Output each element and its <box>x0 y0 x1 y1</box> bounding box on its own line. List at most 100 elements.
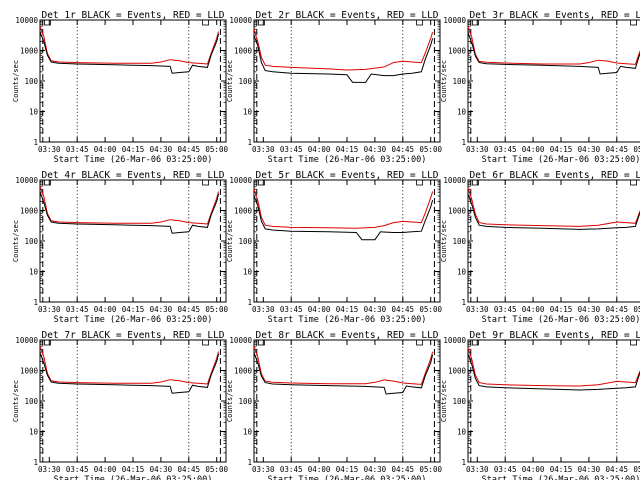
x-tick-label: 04:00 <box>522 145 545 154</box>
lld-line <box>253 189 434 229</box>
panel-title: Det 2r BLACK = Events, RED = LLD <box>255 10 438 21</box>
y-tick-label: 10 <box>29 108 39 117</box>
y-axis-title: Counts/sec <box>440 60 448 102</box>
panel-det-5: Det 5r BLACK = Events, RED = LLD 1 10 100 10… <box>226 170 442 325</box>
x-tick-label: 04:15 <box>550 305 573 314</box>
events-line <box>467 353 640 391</box>
x-tick-label: 04:00 <box>308 465 331 474</box>
lld-line <box>39 26 220 65</box>
x-tick-label: 04:15 <box>122 145 145 154</box>
y-tick-label: 10000 <box>15 16 38 25</box>
attenuator-marker <box>630 179 637 186</box>
y-tick-label: 1 <box>33 458 38 467</box>
y-tick-label: 1000 <box>448 207 467 216</box>
y-tick-label: 10000 <box>443 16 466 25</box>
lld-line <box>253 346 434 385</box>
x-tick-label: 04:15 <box>122 465 145 474</box>
y-tick-label: 1000 <box>448 47 467 56</box>
x-tick-label: 04:30 <box>364 465 387 474</box>
events-line <box>39 31 220 74</box>
attenuator-marker <box>472 179 479 186</box>
x-tick-label: 04:45 <box>392 145 415 154</box>
attenuator-marker <box>202 339 209 346</box>
x-tick-label: 04:00 <box>522 465 545 474</box>
y-tick-label: 1 <box>461 298 466 307</box>
y-tick-label: 10000 <box>15 336 38 345</box>
x-tick-label: 04:45 <box>392 305 415 314</box>
x-tick-label: 04:15 <box>336 305 359 314</box>
y-axis-title: Counts/sec <box>12 60 20 102</box>
y-tick-label: 1 <box>247 138 252 147</box>
x-tick-label: 04:15 <box>336 465 359 474</box>
y-tick-label: 1 <box>247 298 252 307</box>
y-tick-label: 10 <box>243 108 253 117</box>
attenuator-marker <box>416 19 423 26</box>
attenuator-marker <box>258 179 265 186</box>
panel-title: Det 3r BLACK = Events, RED = LLD <box>469 10 640 21</box>
attenuator-marker <box>44 179 51 186</box>
plot-frame <box>39 19 227 143</box>
y-tick-label: 1 <box>33 298 38 307</box>
y-axis-title: Counts/sec <box>12 220 20 262</box>
x-tick-label: 05:00 <box>205 305 228 314</box>
panel-title: Det 5r BLACK = Events, RED = LLD <box>255 170 438 181</box>
attenuator-marker <box>202 19 209 26</box>
y-tick-label: 10 <box>457 108 467 117</box>
panel-det-1: Det 1r BLACK = Events, RED = LLD 1 10 100 10… <box>12 10 228 165</box>
x-axis-title: Start Time (26-Mar-06 03:25:00) <box>482 315 640 325</box>
y-tick-label: 1000 <box>234 47 253 56</box>
x-tick-label: 04:15 <box>550 465 573 474</box>
attenuator-marker <box>44 19 51 26</box>
x-tick-label: 03:30 <box>252 465 275 474</box>
x-axis-title: Start Time (26-Mar-06 03:25:00) <box>54 155 213 165</box>
x-tick-label: 04:30 <box>364 145 387 154</box>
x-tick-label: 03:30 <box>252 145 275 154</box>
x-tick-label: 04:15 <box>336 145 359 154</box>
y-tick-label: 1000 <box>20 207 39 216</box>
y-tick-label: 1 <box>247 458 252 467</box>
y-tick-label: 10000 <box>229 16 252 25</box>
events-line <box>39 191 220 234</box>
y-tick-label: 1000 <box>20 47 39 56</box>
y-tick-label: 10 <box>243 428 253 437</box>
x-tick-label: 04:30 <box>578 145 601 154</box>
panel-det-2: Det 2r BLACK = Events, RED = LLD 1 10 100 10… <box>226 10 442 165</box>
y-tick-label: 1 <box>33 138 38 147</box>
events-line <box>253 352 434 395</box>
attenuator-marker <box>630 19 637 26</box>
y-axis-title: Counts/sec <box>226 60 234 102</box>
x-tick-label: 03:30 <box>466 465 489 474</box>
lld-line <box>467 347 640 387</box>
x-tick-label: 04:00 <box>522 305 545 314</box>
attenuator-marker <box>202 179 209 186</box>
attenuator-marker <box>258 19 265 26</box>
x-tick-label: 04:45 <box>606 465 629 474</box>
panel-det-4: Det 4r BLACK = Events, RED = LLD 1 10 100 10… <box>12 170 228 325</box>
x-tick-label: 03:30 <box>38 465 61 474</box>
x-axis-title: Start Time (26-Mar-06 03:25:00) <box>268 315 427 325</box>
panel-det-3: Det 3r BLACK = Events, RED = LLD 1 10 100 10… <box>440 10 640 165</box>
y-tick-label: 100 <box>452 237 466 246</box>
lld-line <box>467 187 640 227</box>
attenuator-marker <box>44 339 51 346</box>
y-axis-title: Counts/sec <box>226 380 234 422</box>
y-tick-label: 1000 <box>234 367 253 376</box>
y-tick-label: 100 <box>24 237 38 246</box>
y-tick-label: 10 <box>29 268 39 277</box>
x-tick-label: 04:30 <box>578 305 601 314</box>
panel-det-8: Det 8r BLACK = Events, RED = LLD 1 10 100 10… <box>226 330 442 480</box>
x-axis-title: Start Time (26-Mar-06 03:25:00) <box>268 155 427 165</box>
y-tick-label: 10000 <box>443 336 466 345</box>
x-axis-title: Start Time (26-Mar-06 03:25:00) <box>54 475 213 480</box>
lld-line <box>253 29 434 71</box>
x-tick-label: 04:15 <box>550 145 573 154</box>
events-line <box>253 35 434 83</box>
x-tick-label: 03:45 <box>494 145 517 154</box>
y-tick-label: 10000 <box>15 176 38 185</box>
events-line <box>39 352 220 394</box>
x-tick-label: 03:45 <box>280 145 303 154</box>
x-tick-label: 04:00 <box>94 145 117 154</box>
x-tick-label: 03:30 <box>466 145 489 154</box>
x-tick-label: 03:30 <box>466 305 489 314</box>
